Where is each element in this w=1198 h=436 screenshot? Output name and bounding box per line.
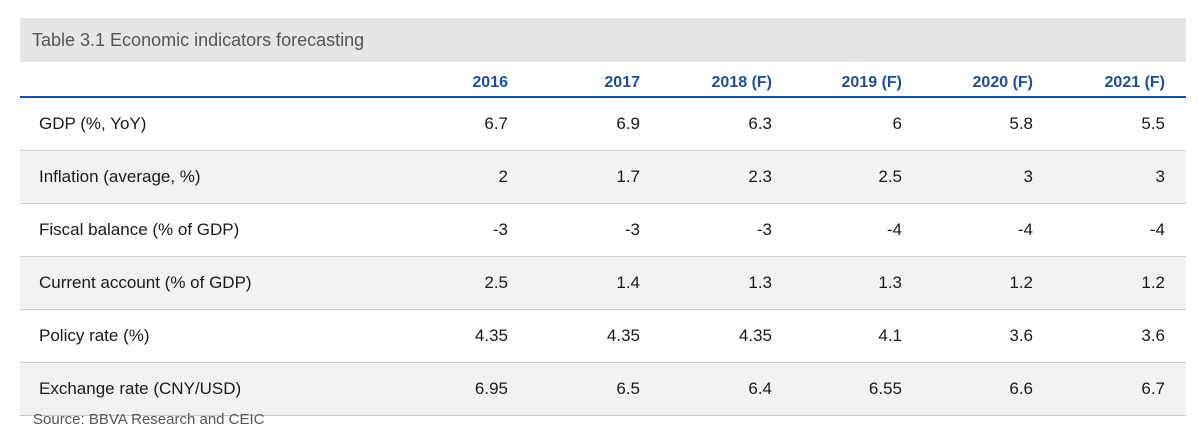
column-header: 2017 [604, 74, 640, 91]
table-cell: 6.9 [616, 114, 640, 133]
table-cell: 6 [892, 114, 902, 133]
table-cell: 1.2 [1009, 273, 1033, 292]
table-cell: 3.6 [1141, 326, 1165, 345]
table-cell: 2.5 [878, 167, 902, 186]
table-row: Fiscal balance (% of GDP) -3 -3 -3 -4 -4… [20, 204, 1186, 257]
table-cell: -4 [1149, 220, 1165, 239]
table-cell: 3 [1155, 167, 1165, 186]
table-cell: 4.35 [474, 326, 508, 345]
source-note: Source: BBVA Research and CEIC [33, 411, 265, 428]
table-cell: 2 [498, 167, 508, 186]
table-cell: 6.4 [748, 379, 772, 398]
table-cell: 1.7 [616, 167, 640, 186]
table-cell: -3 [492, 220, 508, 239]
table-row: Policy rate (%) 4.35 4.35 4.35 4.1 3.6 3… [20, 310, 1186, 363]
table-cell: -3 [756, 220, 772, 239]
table-cell: 6.7 [484, 114, 508, 133]
column-header: 2019 (F) [841, 74, 902, 91]
table-cell: 6.5 [616, 379, 640, 398]
table-cell: 1.3 [878, 273, 902, 292]
table-cell: 4.35 [606, 326, 640, 345]
table-cell: 3.6 [1009, 326, 1033, 345]
column-header: 2016 [472, 74, 508, 91]
table-row: GDP (%, YoY) 6.7 6.9 6.3 6 5.8 5.5 [20, 98, 1186, 151]
row-label: Exchange rate (CNY/USD) [39, 379, 242, 398]
row-label: Policy rate (%) [39, 326, 150, 345]
table-cell: 1.2 [1141, 273, 1165, 292]
table-cell: 6.55 [868, 379, 902, 398]
table-cell: 5.8 [1009, 114, 1033, 133]
table-title: Table 3.1 Economic indicators forecastin… [20, 18, 1186, 62]
table-cell: -3 [624, 220, 640, 239]
table-header-row: 2016 2017 2018 (F) 2019 (F) 2020 (F) 202… [20, 62, 1186, 98]
row-label: Current account (% of GDP) [39, 273, 252, 292]
row-label: Inflation (average, %) [39, 167, 201, 186]
table-row: Inflation (average, %) 2 1.7 2.3 2.5 3 3 [20, 151, 1186, 204]
table-cell: 5.5 [1141, 114, 1165, 133]
row-label: GDP (%, YoY) [39, 114, 147, 133]
economic-indicators-table: Table 3.1 Economic indicators forecastin… [20, 18, 1186, 416]
table-cell: -4 [886, 220, 902, 239]
column-header: 2018 (F) [711, 74, 772, 91]
column-header: 2020 (F) [972, 74, 1033, 91]
table-cell: 6.6 [1009, 379, 1033, 398]
table-row: Current account (% of GDP) 2.5 1.4 1.3 1… [20, 257, 1186, 310]
row-label: Fiscal balance (% of GDP) [39, 220, 240, 239]
table-cell: 1.3 [748, 273, 772, 292]
table-cell: 3 [1023, 167, 1033, 186]
table-cell: 4.1 [878, 326, 902, 345]
table-row: Exchange rate (CNY/USD) 6.95 6.5 6.4 6.5… [20, 363, 1186, 416]
table-cell: 6.7 [1141, 379, 1165, 398]
table-cell: -4 [1017, 220, 1033, 239]
column-header: 2021 (F) [1104, 74, 1165, 91]
table-cell: 6.95 [474, 379, 508, 398]
table-cell: 4.35 [738, 326, 772, 345]
table-cell: 6.3 [748, 114, 772, 133]
table-cell: 1.4 [616, 273, 640, 292]
table-cell: 2.5 [484, 273, 508, 292]
table-cell: 2.3 [748, 167, 772, 186]
